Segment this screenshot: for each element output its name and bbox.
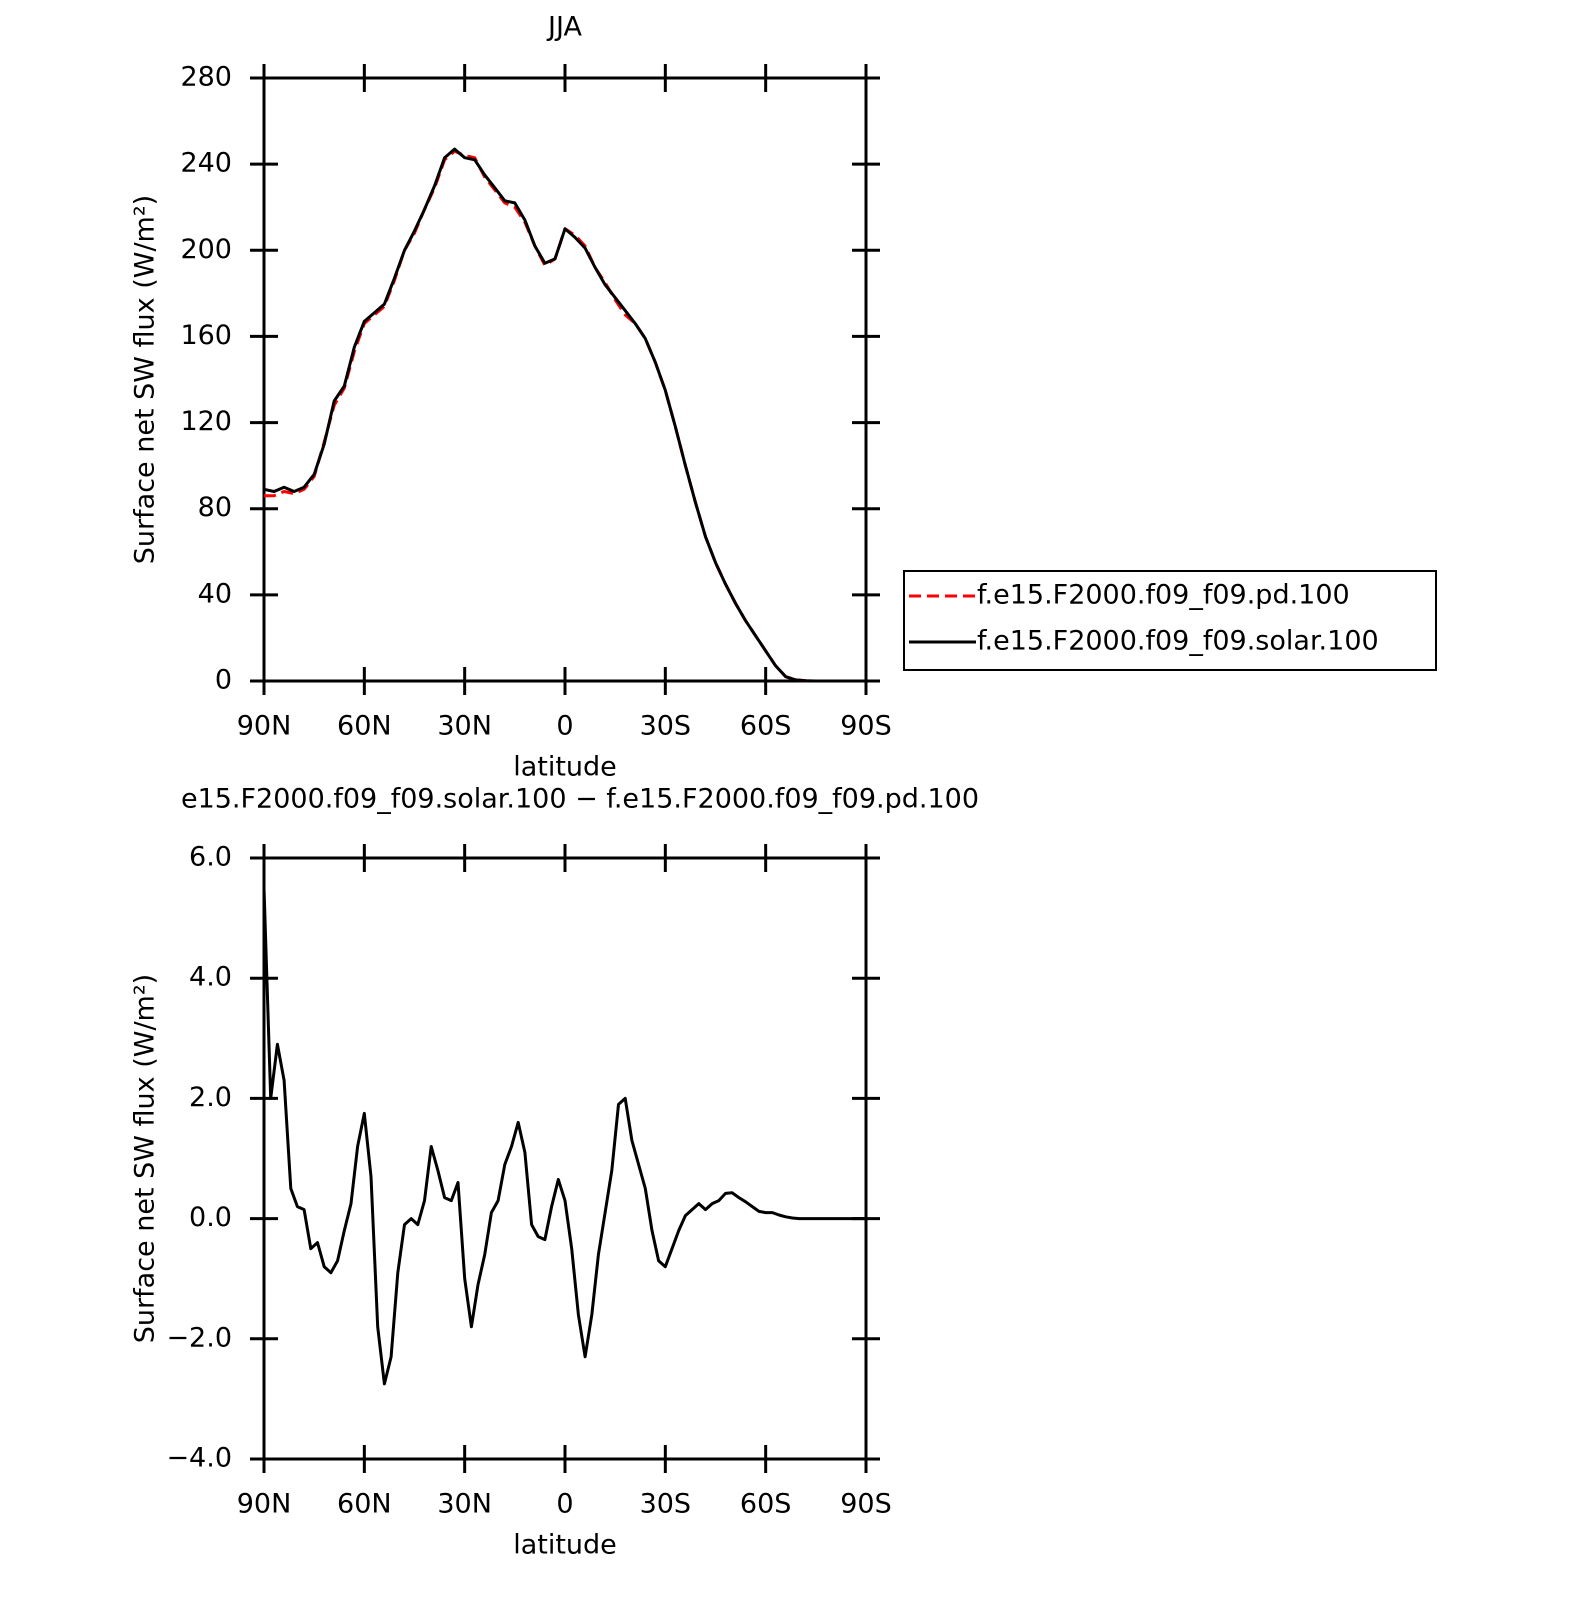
- chart-title: JJA: [546, 12, 582, 43]
- y-tick-label: 280: [180, 62, 232, 93]
- x-tick-label: 90S: [840, 711, 892, 742]
- y-tick-label: 120: [180, 406, 232, 437]
- y-tick-label: 80: [198, 492, 232, 523]
- y-tick-label: −2.0: [166, 1322, 232, 1353]
- x-tick-label: 30N: [437, 711, 492, 742]
- x-tick-label: 90S: [840, 1489, 892, 1520]
- data-line: [263, 147, 866, 683]
- plot-frame: [262, 76, 868, 683]
- y-tick-label: 160: [180, 320, 232, 351]
- x-tick-label: 90N: [237, 1489, 292, 1520]
- legend-label: f.e15.F2000.f09_f09.pd.100: [977, 580, 1350, 611]
- y-tick-label: 0: [215, 665, 232, 696]
- x-axis-label: latitude: [513, 1530, 617, 1561]
- y-tick-label: 2.0: [189, 1082, 232, 1113]
- x-tick-label: 30S: [640, 1489, 692, 1520]
- x-axis-label: latitude: [513, 752, 617, 783]
- y-tick-label: 200: [180, 234, 232, 265]
- x-tick-label: 0: [556, 711, 573, 742]
- data-line: [262, 888, 866, 1386]
- y-tick-label: 40: [198, 578, 232, 609]
- x-tick-label: 60S: [740, 711, 792, 742]
- x-tick-label: 60N: [337, 711, 392, 742]
- x-tick-label: 90N: [237, 711, 292, 742]
- y-tick-label: −4.0: [166, 1443, 232, 1474]
- y-tick-label: 4.0: [189, 962, 232, 993]
- y-tick-label: 6.0: [189, 842, 232, 873]
- y-tick-label: 0.0: [189, 1202, 232, 1233]
- x-tick-label: 60N: [337, 1489, 392, 1520]
- chart-title: e15.F2000.f09_f09.solar.100 − f.e15.F200…: [181, 784, 979, 815]
- y-axis-label: Surface net SW flux (W/m²): [130, 974, 161, 1343]
- y-axis-label: Surface net SW flux (W/m²): [130, 195, 161, 564]
- x-tick-label: 0: [556, 1489, 573, 1520]
- legend-label: f.e15.F2000.f09_f09.solar.100: [977, 626, 1379, 657]
- x-tick-label: 30S: [640, 711, 692, 742]
- y-tick-label: 240: [180, 148, 232, 179]
- x-tick-label: 60S: [740, 1489, 792, 1520]
- legend-box: [903, 570, 1437, 671]
- plot-frame: [262, 856, 868, 1461]
- x-tick-label: 30N: [437, 1489, 492, 1520]
